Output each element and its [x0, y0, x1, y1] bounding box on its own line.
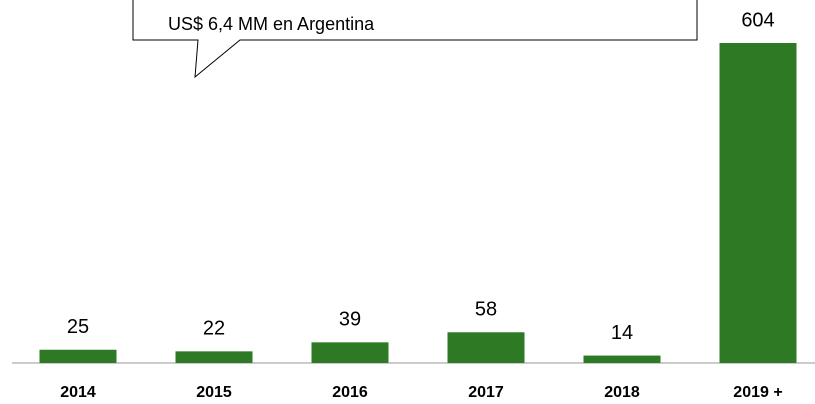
- x-tick-label: 2018: [604, 384, 640, 401]
- x-tick-label: 2019 +: [733, 384, 782, 401]
- x-tick-label: 2017: [468, 384, 504, 401]
- value-label: 14: [611, 322, 633, 344]
- bar: [175, 351, 253, 363]
- x-tick-label: 2015: [196, 384, 232, 401]
- callout: [132, 0, 698, 79]
- x-tick-label: 2014: [60, 384, 96, 401]
- bar: [583, 355, 661, 363]
- value-label: 58: [475, 299, 497, 321]
- bar: [447, 332, 525, 363]
- annotation: US$ 6,4 MM en Argentina: [168, 14, 375, 34]
- value-label: 39: [339, 309, 361, 331]
- value-label: 604: [741, 9, 774, 31]
- value-label: 22: [203, 318, 225, 340]
- bar: [719, 43, 797, 363]
- value-label: 25: [67, 316, 89, 338]
- bar: [311, 342, 389, 363]
- bar: [39, 349, 117, 363]
- x-tick-label: 2016: [332, 384, 368, 401]
